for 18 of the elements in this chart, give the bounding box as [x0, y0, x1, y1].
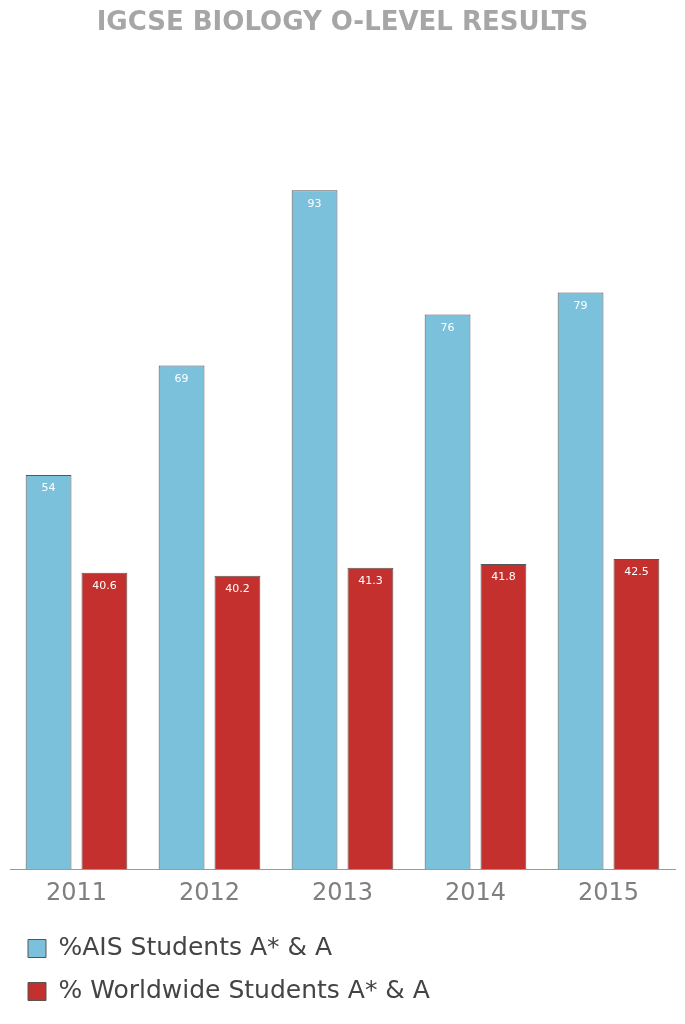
x-tick-label: 2011	[45, 877, 108, 906]
legend-label: % Worldwide Students A* & A	[58, 975, 430, 1004]
x-tick-label: 2014	[444, 877, 507, 906]
data-label: 79	[573, 298, 588, 312]
data-label: 40.6	[92, 579, 117, 593]
x-tick-label: 2012	[178, 877, 241, 906]
x-tick-label: 2015	[577, 877, 640, 906]
data-label: 42.5	[624, 565, 649, 579]
legend-label: %AIS Students A* & A	[58, 932, 333, 961]
data-label: 54	[41, 481, 56, 495]
x-tick-label: 2013	[311, 877, 374, 906]
data-label: 41.8	[491, 570, 516, 584]
data-label: 69	[174, 371, 189, 385]
data-label: 40.2	[225, 582, 250, 596]
chart-title: IGCSE BIOLOGY O-LEVEL RESULTS	[96, 6, 589, 37]
data-label: 93	[307, 196, 322, 210]
data-label: 41.3	[358, 574, 383, 588]
data-label: 76	[440, 320, 455, 334]
